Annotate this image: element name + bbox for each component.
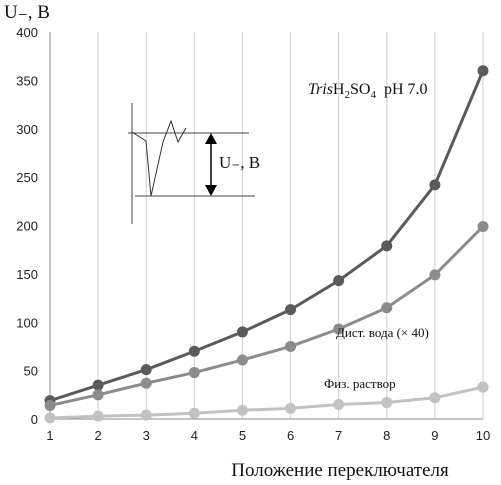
y-tick-labels: 0 50 100 150 200 250 300 350 400 <box>16 25 38 427</box>
y-tick-250: 250 <box>16 170 38 185</box>
x-tick-9: 9 <box>431 428 438 443</box>
series-1-point-9 <box>429 179 441 191</box>
x-tick-1: 1 <box>46 428 53 443</box>
x-axis-label: Положение переключателя <box>231 460 449 481</box>
series-3-point-4 <box>188 407 200 419</box>
series-label-tris-italic: Tris <box>308 81 333 98</box>
series-2-point-10 <box>477 220 489 232</box>
series-3-point-8 <box>381 397 393 409</box>
y-tick-50: 50 <box>24 364 38 379</box>
series-label-tris-h: H <box>333 81 345 98</box>
series-label-tris-ph: pH 7.0 <box>376 81 428 98</box>
y-tick-0: 0 <box>31 412 38 427</box>
series-2-point-4 <box>188 367 200 379</box>
x-tick-5: 5 <box>239 428 246 443</box>
series-1-point-6 <box>285 304 297 316</box>
series-1-line <box>49 70 485 403</box>
series-1-point-4 <box>188 345 200 357</box>
series-2-point-5 <box>236 354 248 366</box>
x-tick-8: 8 <box>383 428 390 443</box>
series-2-line <box>49 225 485 407</box>
series-1-point-2 <box>92 379 104 391</box>
series-3-point-2 <box>92 410 104 422</box>
series-2-point-3 <box>140 377 152 389</box>
x-tick-4: 4 <box>191 428 198 443</box>
series-3-point-1 <box>44 412 56 424</box>
axes <box>49 32 483 420</box>
x-tick-6: 6 <box>287 428 294 443</box>
series-3-point-6 <box>285 402 297 414</box>
y-tick-150: 150 <box>16 267 38 282</box>
series-3-point-10 <box>477 381 489 393</box>
inset-signal <box>131 119 187 197</box>
x-tick-7: 7 <box>335 428 342 443</box>
x-tick-labels: 1 2 3 4 5 6 7 8 9 10 <box>46 428 490 443</box>
y-tick-300: 300 <box>16 122 38 137</box>
series-3-point-5 <box>236 404 248 416</box>
y-tick-350: 350 <box>16 73 38 88</box>
series-label-saline: Физ. раствор <box>324 376 396 391</box>
series-1-point-8 <box>381 240 393 252</box>
series-1-point-3 <box>140 364 152 376</box>
series-2-point-2 <box>92 389 104 401</box>
y-tick-400: 400 <box>16 25 38 40</box>
series-label-tris-sub1: 2 <box>344 89 350 101</box>
series-label-water: Дист. вода (× 40) <box>336 325 429 340</box>
series-3-line <box>49 385 484 420</box>
series-2-point-1 <box>44 399 56 411</box>
series-1-point-5 <box>236 326 248 338</box>
x-tick-10: 10 <box>476 428 490 443</box>
series-3 <box>44 381 489 424</box>
y-axis-label: U₋, В <box>4 2 50 23</box>
series-2-point-7 <box>333 323 345 335</box>
series-label-tris-so: SO <box>350 81 370 98</box>
inset-arrow-down <box>205 185 217 196</box>
series-group <box>44 65 489 424</box>
inset-label: U₋, В <box>219 153 260 172</box>
x-tick-2: 2 <box>94 428 101 443</box>
series-2-point-6 <box>285 340 297 352</box>
series-2-point-8 <box>381 302 393 314</box>
series-3-point-9 <box>429 392 441 404</box>
y-tick-200: 200 <box>16 219 38 234</box>
series-3-point-7 <box>333 398 345 410</box>
series-1-point-7 <box>333 275 345 287</box>
inset-arrow-up <box>205 133 217 144</box>
series-1 <box>44 65 489 407</box>
inset-waveform: U₋, В <box>128 103 260 224</box>
series-1-point-10 <box>477 65 489 77</box>
series-label-tris: TrisH2SO4 pH 7.0 <box>308 81 428 101</box>
x-tick-3: 3 <box>143 428 150 443</box>
series-2-point-9 <box>429 269 441 281</box>
series-label-tris-sub2: 4 <box>370 89 376 101</box>
series-3-point-3 <box>140 409 152 421</box>
y-tick-100: 100 <box>16 315 38 330</box>
series-2 <box>44 220 489 411</box>
